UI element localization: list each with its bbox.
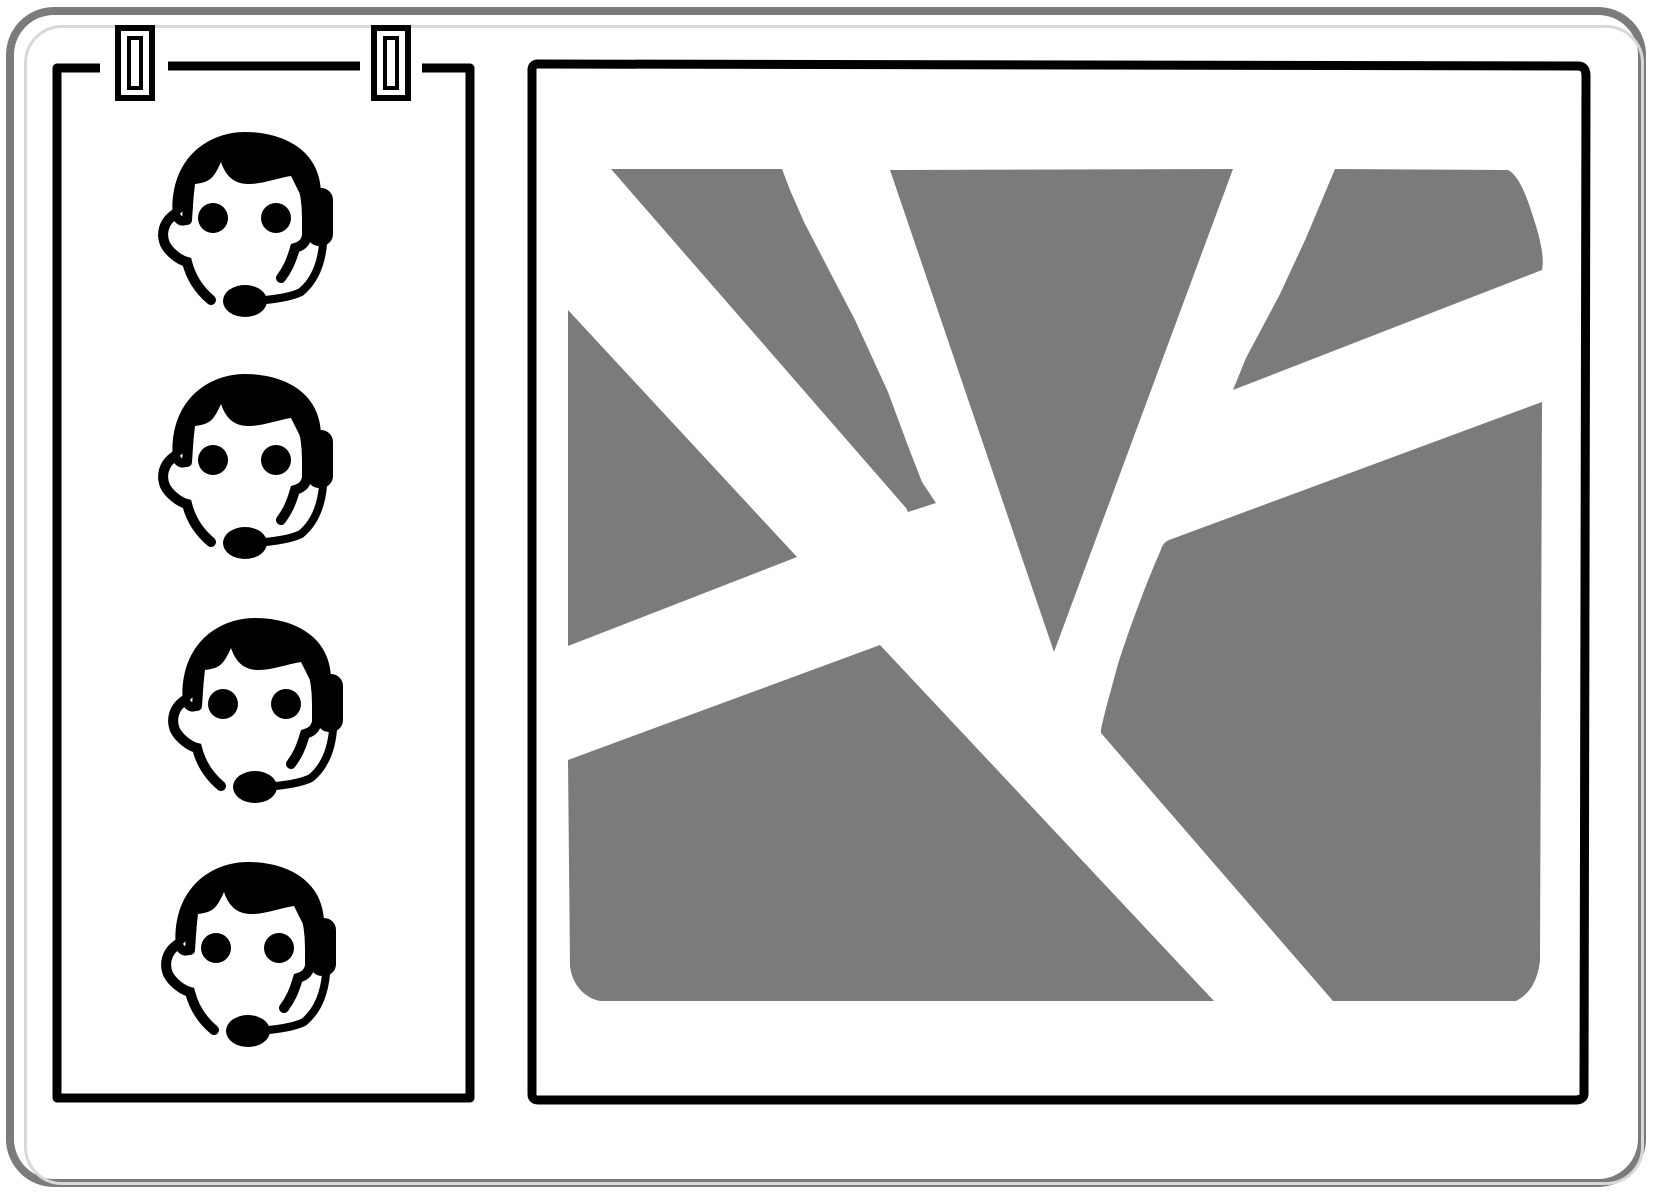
device-frame-inner	[24, 25, 1644, 1185]
map-icon	[568, 169, 1543, 1001]
agent-headset-icon[interactable]	[163, 374, 333, 559]
agent-panel	[52, 28, 475, 1103]
agent-headset-icon[interactable]	[163, 132, 333, 317]
agent-headset-icon[interactable]	[173, 618, 343, 803]
agent-headset-icon[interactable]	[166, 862, 336, 1047]
binder-clip-icon	[374, 28, 408, 98]
binder-clip-icon	[118, 28, 152, 98]
map-panel[interactable]	[527, 59, 1591, 1105]
